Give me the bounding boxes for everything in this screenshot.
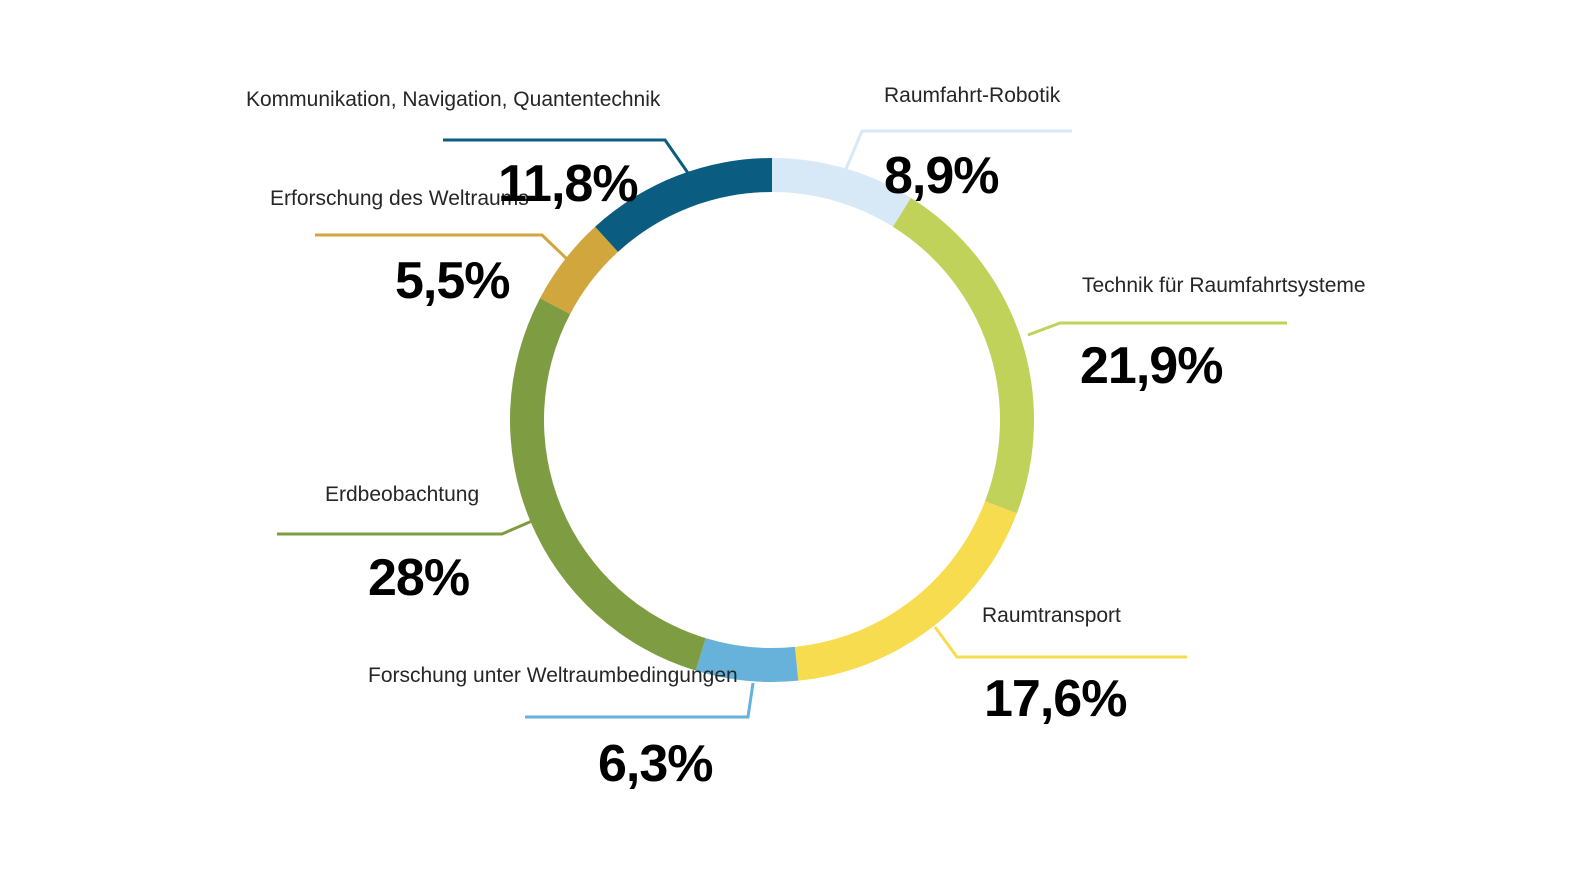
leader-line — [525, 682, 755, 719]
segment-label-erforschung-des-weltraums: Erforschung des Weltraums — [270, 187, 529, 210]
segment-value-raumtransport: 17,6% — [984, 670, 1127, 728]
segment-value-forschung-unter-weltraumbedingungen: 6,3% — [598, 735, 714, 793]
leader-line — [1027, 321, 1287, 337]
segment-value-erforschung-des-weltraums: 5,5% — [395, 252, 511, 310]
segment-label-raumtransport: Raumtransport — [982, 604, 1121, 627]
segment-label-forschung-unter-weltraumbedingungen: Forschung unter Weltraumbedingungen — [368, 664, 738, 687]
segment-value-erdbeobachtung: 28% — [368, 549, 470, 607]
segment-value-raumfahrt-robotik: 8,9% — [884, 147, 1000, 205]
leader-line — [443, 138, 690, 174]
segment-label-raumfahrt-robotik: Raumfahrt-Robotik — [884, 84, 1061, 107]
leader-line — [315, 233, 570, 262]
segment-value-kommunikation-navigation-quantentechnik: 11,8% — [498, 155, 639, 213]
donut-segment — [772, 158, 911, 227]
segment-label-erdbeobachtung: Erdbeobachtung — [325, 483, 480, 506]
leader-line — [933, 626, 1187, 659]
segment-label-kommunikation-navigation-quantentechnik: Kommunikation, Navigation, Quantentechni… — [246, 88, 661, 111]
donut-segment — [695, 638, 799, 683]
segment-value-technik-fuer-raumfahrtsysteme: 21,9% — [1080, 337, 1223, 395]
donut-segment — [794, 501, 1017, 681]
donut-segment — [540, 226, 619, 314]
segment-label-technik-fuer-raumfahrtsysteme: Technik für Raumfahrtsysteme — [1082, 274, 1366, 297]
leader-line — [277, 519, 533, 536]
donut-segment — [509, 298, 706, 671]
leader-line — [844, 129, 1072, 170]
donut-segment — [892, 197, 1034, 514]
donut-segment — [595, 158, 772, 252]
